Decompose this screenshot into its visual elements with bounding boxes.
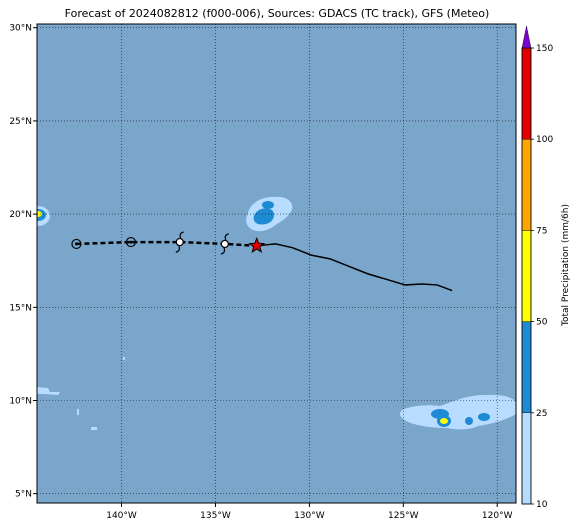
lat-tick-label: 5°N [15, 490, 32, 500]
lat-tick-label: 15°N [9, 303, 32, 313]
lon-tick-label: 130°W [294, 511, 325, 521]
lon-tick-label: 125°W [388, 511, 419, 521]
longitude-labels: 140°W 135°W 130°W 125°W 120°W [106, 511, 512, 521]
colorbar-tick-label: 50 [536, 318, 548, 328]
tropical-storm-icon [220, 233, 229, 255]
colorbar-tick-label: 25 [536, 409, 547, 419]
low-pressure-dot [74, 242, 78, 246]
colorbar-segment [521, 230, 532, 322]
colorbar-segment [521, 321, 532, 414]
precip-speck-1 [77, 409, 79, 415]
forecast-track-line [76, 240, 257, 248]
colorbar-segment [521, 412, 532, 505]
precip-patch-storm [246, 196, 293, 232]
low-pressure-icon [125, 236, 137, 248]
lat-tick-label: 20°N [9, 210, 32, 220]
current-position-star-icon [248, 236, 266, 254]
lon-tick-label: 135°W [200, 511, 231, 521]
colorbar: 10 25 50 75 100 150 [521, 25, 553, 510]
tropical-storm-icon [175, 231, 184, 253]
precip-patch-southeast [400, 394, 516, 430]
colorbar-frame [521, 47, 532, 505]
lon-tick-label: 140°W [106, 511, 137, 521]
storm-arm-south [220, 247, 226, 255]
lon-tick-label: 120°W [482, 511, 513, 521]
precip-speck-2 [91, 427, 97, 430]
colorbar-tick-label: 100 [536, 135, 553, 145]
lat-tick-label: 30°N [9, 24, 32, 34]
colorbar-segment [521, 47, 532, 140]
storm-arm-north [224, 233, 229, 241]
lat-tick-label: 10°N [9, 396, 32, 406]
precip-patch-southwest [37, 387, 60, 395]
storm-arm-south [175, 245, 181, 253]
colorbar-tick-label: 150 [536, 44, 553, 54]
precip-speck-3 [123, 357, 125, 360]
low-pressure-dot [129, 240, 133, 244]
observed-track-line [256, 243, 453, 292]
map-frame [36, 23, 517, 504]
precipitation-layer [37, 196, 516, 430]
storm-center [220, 239, 229, 249]
latitude-labels: 5°N 10°N 15°N 20°N 25°N 30°N [9, 24, 32, 500]
colorbar-tick-label: 75 [536, 226, 547, 236]
storm-center [175, 237, 184, 247]
map-gridlines [37, 24, 516, 503]
precip-patch-west [37, 206, 50, 226]
figure-title: Forecast of 2024082812 (f000-006), Sourc… [65, 7, 490, 20]
lat-tick-label: 25°N [9, 117, 32, 127]
storm-arm-north [179, 231, 184, 239]
ocean-background [37, 24, 516, 503]
colorbar-segment [521, 138, 532, 231]
low-pressure-icon [71, 238, 82, 250]
colorbar-tick-label: 10 [536, 500, 548, 510]
colorbar-label: Total Precipitation (mm/6h) [561, 204, 571, 327]
track-symbols [71, 231, 229, 255]
map-axis-ticks [33, 27, 498, 507]
colorbar-extend-arrow [521, 25, 532, 49]
